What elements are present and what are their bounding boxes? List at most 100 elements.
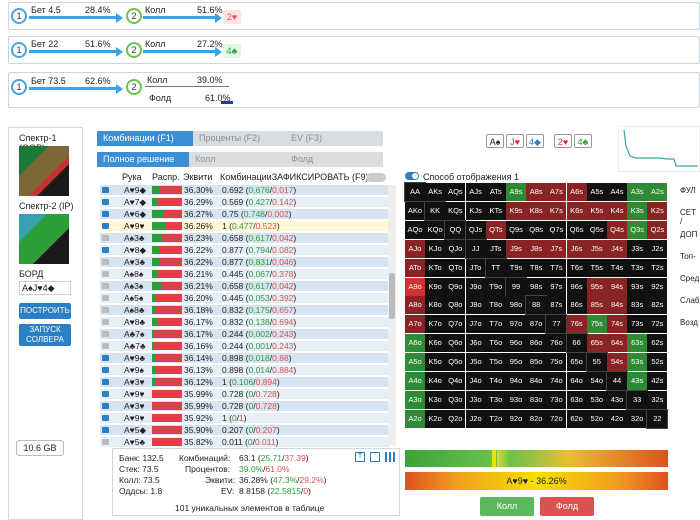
hand-grid-cell[interactable]: J4s	[607, 239, 627, 258]
hand-grid-cell[interactable]: 22	[646, 408, 669, 429]
table-row[interactable]: A♥5◆ 35.90% 0.207 (0/0.207)	[100, 425, 390, 435]
hand-grid-cell[interactable]: K6s	[566, 201, 587, 220]
hand-grid-cell[interactable]: A3s	[627, 183, 648, 201]
hand-grid-cell[interactable]: 63s	[627, 334, 648, 353]
hand-grid-cell[interactable]: K8s	[526, 201, 547, 220]
hand-grid-cell[interactable]: J9s	[506, 239, 526, 258]
hand-grid-cell[interactable]: K7o	[425, 315, 446, 334]
hand-grid-cell[interactable]: 83o	[526, 390, 547, 409]
hand-grid-cell[interactable]: 53s	[627, 353, 648, 372]
lock-icon[interactable]	[102, 439, 109, 445]
hand-grid-cell[interactable]: 83s	[627, 296, 648, 315]
hand-grid-cell[interactable]: Q5o	[445, 353, 466, 372]
hand-grid-cell[interactable]: J5o	[465, 353, 486, 372]
hand-grid-cell[interactable]: 98s	[526, 277, 547, 296]
run-solver-button[interactable]: ЗАПУСК СОЛВЕРА	[19, 324, 71, 346]
hand-grid-cell[interactable]: J5s	[586, 239, 607, 258]
table-row[interactable]: A♥9◆ 36.30% 0.692 (0.676/0.017)	[100, 185, 390, 195]
board-cards[interactable]: A♠J♥4◆	[19, 281, 71, 295]
hand-grid-cell[interactable]: K7s	[546, 201, 567, 220]
action-line-2[interactable]: 1 Бет 22 51.6% 2 Колл 27.2% 4♣	[8, 36, 700, 64]
hand-grid-cell[interactable]: K4o	[425, 372, 446, 390]
table-row[interactable]: A♠8♠ 36.21% 0.445 (0.067/0.378)	[100, 269, 390, 279]
hand-grid-cell[interactable]: K2o	[425, 409, 446, 428]
hand-grid-cell[interactable]: 93s	[627, 277, 648, 296]
hand-grid-cell[interactable]: A3o	[405, 390, 425, 409]
table-row[interactable]: A♥7◆ 36.29% 0.569 (0.427/0.142)	[100, 197, 390, 207]
hand-grid-cell[interactable]: Q8s	[526, 220, 547, 239]
table-row[interactable]: A♥5♣ 35.82% 0.011 (0/0.011)	[100, 437, 390, 447]
hand-grid-cell[interactable]: T5s	[586, 258, 607, 277]
hand-grid-cell[interactable]: AQs	[445, 183, 466, 201]
hand-grid-cell[interactable]: 75s	[586, 315, 607, 334]
hand-grid-cell[interactable]: 62o	[566, 409, 587, 428]
hand-grid-cell[interactable]: 52o	[586, 409, 607, 428]
hand-grid-cell[interactable]: 54s	[607, 353, 627, 372]
hand-grid-cell[interactable]: Q4o	[445, 372, 466, 390]
hand-grid-cell[interactable]: Q3s	[627, 220, 648, 239]
lock-icon[interactable]	[102, 295, 109, 301]
hand-grid-cell[interactable]: A6s	[566, 183, 587, 201]
hand-grid-cell[interactable]: 77	[545, 314, 568, 335]
table-row[interactable]: A♥9♥ 36.26% 1 (0.477/0.523)	[100, 221, 390, 231]
tab-ev[interactable]: EV (F3)	[285, 131, 383, 146]
hand-grid-cell[interactable]: T8o	[485, 296, 506, 315]
hand-grid-cell[interactable]: KQs	[445, 201, 466, 220]
hand-grid-cell[interactable]: J2o	[465, 409, 486, 428]
hand-grid-cell[interactable]: Q4s	[607, 220, 627, 239]
hand-grid-cell[interactable]: T4s	[607, 258, 627, 277]
hand-grid-cell[interactable]: 73o	[546, 390, 567, 409]
hand-grid-cell[interactable]: T2o	[485, 409, 506, 428]
node-1[interactable]: 1	[11, 8, 27, 24]
hand-grid-cell[interactable]: 66	[565, 333, 588, 354]
hand-grid-cell[interactable]: A2s	[647, 183, 668, 201]
lock-icon[interactable]	[102, 415, 109, 421]
table-row[interactable]: A♣7♣ 36.16% 0.244 (0.001/0.243)	[100, 341, 390, 351]
chart-icon[interactable]	[385, 452, 395, 462]
hand-grid-cell[interactable]: 62s	[647, 334, 668, 353]
hand-grid-cell[interactable]: 52s	[647, 353, 668, 372]
hand-grid-cell[interactable]: QQ	[444, 219, 467, 240]
lock-icon[interactable]	[102, 199, 109, 205]
hand-grid-cell[interactable]: K4s	[607, 201, 627, 220]
hand-grid-cell[interactable]: Q8o	[445, 296, 466, 315]
hand-grid-cell[interactable]: A4s	[607, 183, 627, 201]
hand-grid-cell[interactable]: TT	[484, 257, 507, 278]
hand-grid-cell[interactable]: 95s	[586, 277, 607, 296]
hand-grid-cell[interactable]: T5o	[485, 353, 506, 372]
node-1[interactable]: 1	[11, 42, 27, 58]
hand-grid-cell[interactable]: JTo	[465, 258, 486, 277]
hand-grid-cell[interactable]: K6o	[425, 334, 446, 353]
hand-grid-cell[interactable]: 86o	[526, 334, 547, 353]
hand-grid-cell[interactable]: Q6o	[445, 334, 466, 353]
legend-item[interactable]: СЕТ /	[680, 208, 696, 226]
table-row[interactable]: A♠3♣ 36.23% 0.658 (0.617/0.042)	[100, 233, 390, 243]
table-row[interactable]: A♥8♣ 36.17% 0.832 (0.138/0.694)	[100, 317, 390, 327]
hand-grid-cell[interactable]: T3s	[627, 258, 648, 277]
hand-grid-cell[interactable]: 87s	[546, 296, 567, 315]
hand-grid-cell[interactable]: J8o	[465, 296, 486, 315]
hand-grid-cell[interactable]: KTo	[425, 258, 446, 277]
lock-icon[interactable]	[102, 223, 109, 229]
hand-grid-cell[interactable]: K5o	[425, 353, 446, 372]
lock-icon[interactable]	[102, 271, 109, 277]
lock-icon[interactable]	[102, 307, 109, 313]
node-2[interactable]: 2	[126, 8, 142, 24]
lock-icon[interactable]	[102, 355, 109, 361]
hand-grid-cell[interactable]: T9s	[506, 258, 526, 277]
hand-grid-cell[interactable]: 84o	[526, 372, 547, 390]
hand-grid-cell[interactable]: 94s	[607, 277, 627, 296]
table-row[interactable]: A♥9♠ 36.13% 0.898 (0.014/0.884)	[100, 365, 390, 375]
hand-grid-cell[interactable]: QTs	[485, 220, 506, 239]
build-button[interactable]: ПОСТРОИТЬ	[19, 303, 71, 319]
hand-grid-cell[interactable]: KK	[424, 200, 447, 221]
hand-grid-cell[interactable]: Q5s	[586, 220, 607, 239]
hand-grid-cell[interactable]: 73s	[627, 315, 648, 334]
hand-grid-cell[interactable]: AQo	[405, 220, 425, 239]
hand-grid-cell[interactable]: AJs	[465, 183, 486, 201]
hand-grid-cell[interactable]: A4o	[405, 372, 425, 390]
hand-grid-cell[interactable]: AA	[404, 182, 426, 202]
hand-grid-cell[interactable]: 53o	[586, 390, 607, 409]
legend-item[interactable]: ДОП	[680, 230, 698, 239]
hand-grid-cell[interactable]: J2s	[647, 239, 668, 258]
